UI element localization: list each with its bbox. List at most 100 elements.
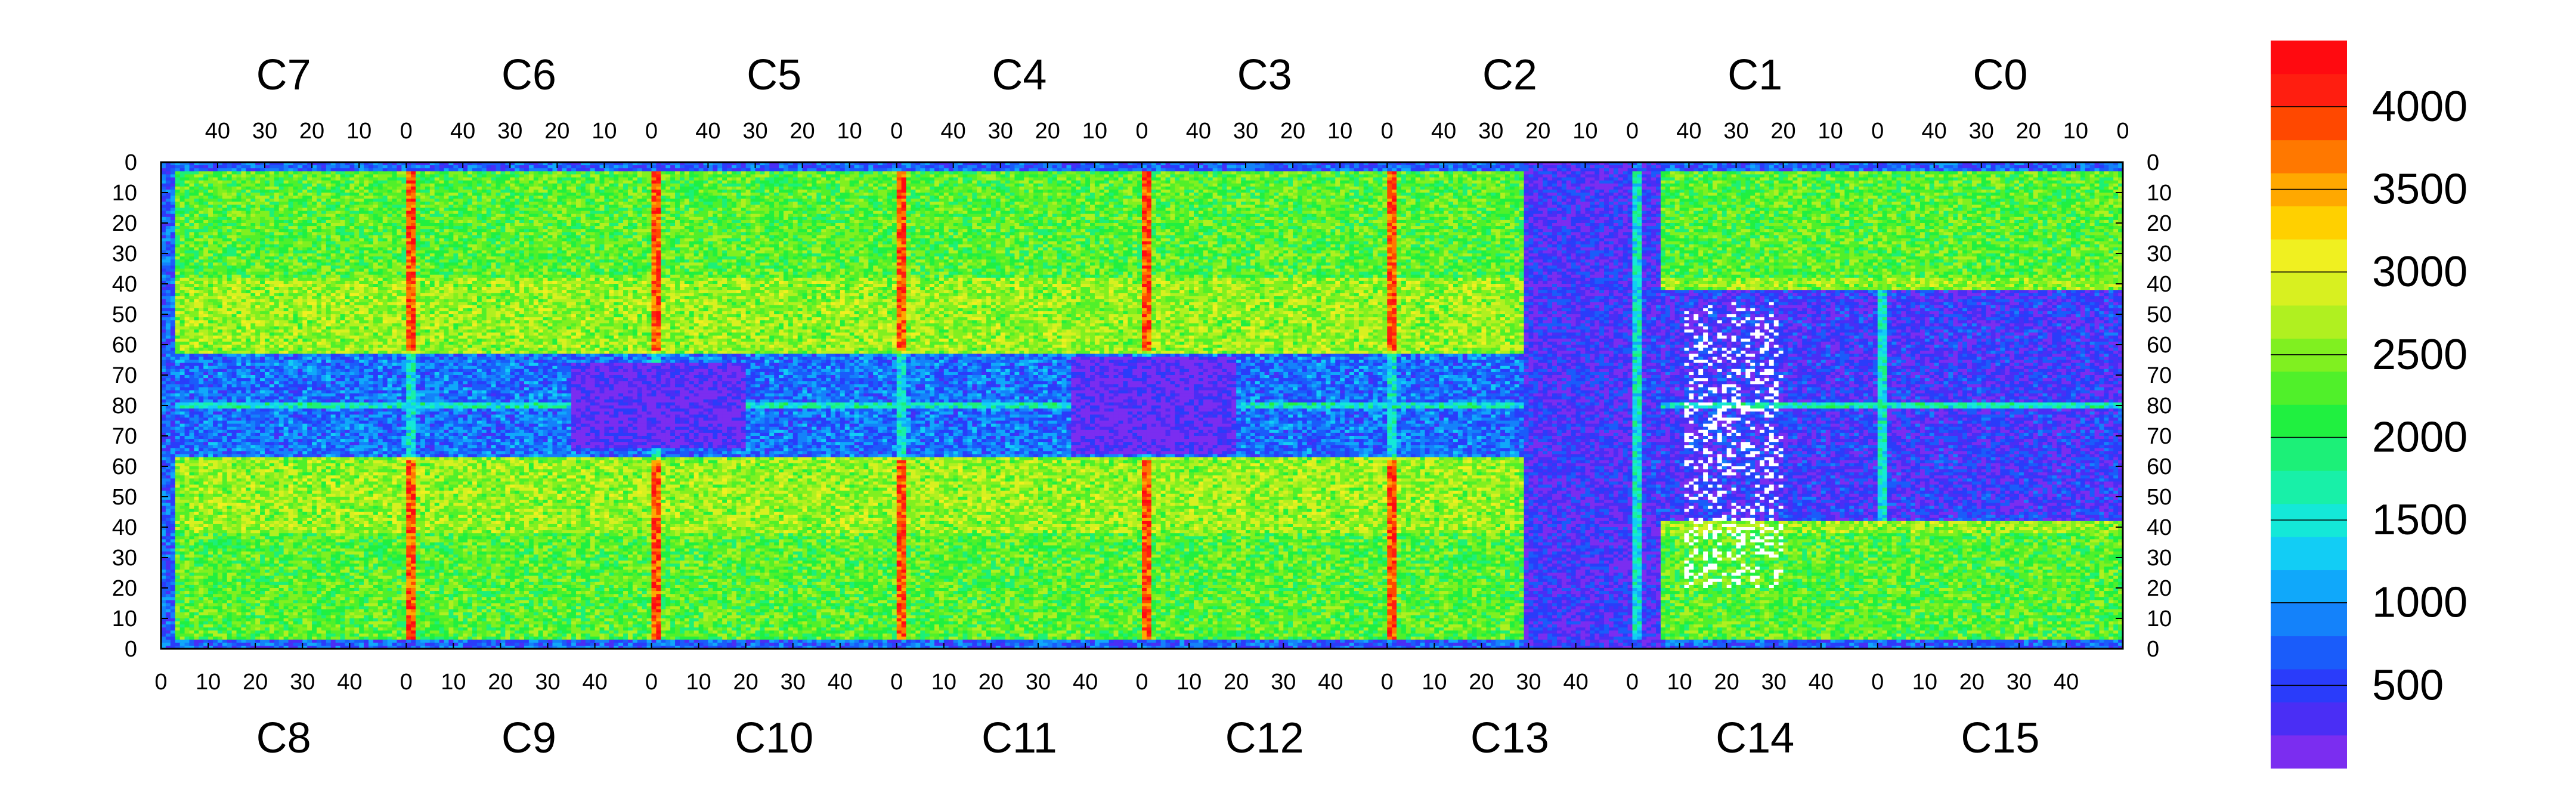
heatmap-cell xyxy=(317,284,322,287)
heatmap-cell xyxy=(185,247,190,251)
heatmap-cell xyxy=(331,299,336,303)
heatmap-cell xyxy=(307,232,312,236)
heatmap-cell xyxy=(392,278,398,281)
heatmap-cell xyxy=(302,290,308,293)
heatmap-cell xyxy=(349,202,355,205)
heatmap-cell xyxy=(336,229,341,233)
heatmap-cell xyxy=(289,174,294,178)
heatmap-cell xyxy=(255,275,261,278)
heatmap-cell xyxy=(208,178,213,181)
heatmap-cell xyxy=(401,244,407,248)
heatmap-cell xyxy=(326,262,332,266)
heatmap-cell xyxy=(289,205,294,208)
heatmap-cell xyxy=(336,168,341,172)
heatmap-cell xyxy=(364,250,369,254)
heatmap-cell xyxy=(326,278,332,281)
heatmap-cell xyxy=(349,217,355,221)
heatmap-cell xyxy=(270,299,275,303)
heatmap-cell xyxy=(293,290,298,293)
heatmap-cell xyxy=(189,187,194,190)
heatmap-cell xyxy=(298,171,303,175)
heatmap-cell xyxy=(222,226,228,230)
heatmap-cell xyxy=(203,199,209,202)
heatmap-cell xyxy=(312,244,317,248)
heatmap-cell xyxy=(317,239,322,242)
heatmap-cell xyxy=(317,223,322,227)
heatmap-cell xyxy=(194,287,199,290)
heatmap-cell xyxy=(326,214,332,218)
heatmap-cell xyxy=(321,239,327,242)
heatmap-cell xyxy=(331,196,336,199)
heatmap-cell xyxy=(392,242,398,245)
heatmap-cell xyxy=(378,265,383,269)
heatmap-cell xyxy=(298,217,303,221)
heatmap-cell xyxy=(241,181,246,184)
heatmap-cell xyxy=(378,281,383,284)
heatmap-cell xyxy=(265,168,270,172)
heatmap-cell xyxy=(289,284,294,287)
heatmap-cell xyxy=(378,165,383,169)
heatmap-cell xyxy=(397,239,402,242)
heatmap-cell xyxy=(378,253,383,257)
heatmap-cell xyxy=(175,281,181,284)
heatmap-cell xyxy=(378,239,383,242)
heatmap-cell xyxy=(354,272,360,275)
heatmap-cell xyxy=(232,165,237,169)
heatmap-cell xyxy=(359,299,364,303)
heatmap-cell xyxy=(392,223,398,227)
heatmap-cell xyxy=(227,293,233,296)
heatmap-cell xyxy=(171,299,176,303)
heatmap-cell xyxy=(279,168,284,172)
heatmap-cell xyxy=(189,281,194,284)
heatmap-cell xyxy=(255,174,261,178)
heatmap-cell xyxy=(237,193,242,196)
heatmap-cell xyxy=(364,184,369,187)
heatmap-cell xyxy=(241,214,246,218)
heatmap-cell xyxy=(222,205,228,208)
heatmap-cell xyxy=(218,217,223,221)
heatmap-cell xyxy=(171,208,176,212)
heatmap-cell xyxy=(222,293,228,296)
heatmap-cell xyxy=(265,275,270,278)
heatmap-cell xyxy=(364,208,369,212)
heatmap-cell xyxy=(345,181,350,184)
heatmap-cell xyxy=(289,181,294,184)
heatmap-cell xyxy=(194,278,199,281)
heatmap-cell xyxy=(166,235,171,239)
heatmap-cell xyxy=(185,211,190,215)
heatmap-cell xyxy=(349,265,355,269)
heatmap-cell xyxy=(307,168,312,172)
heatmap-cell xyxy=(189,256,194,260)
heatmap-cell xyxy=(232,262,237,266)
heatmap-cell xyxy=(185,232,190,236)
heatmap-cell xyxy=(246,208,251,212)
heatmap-cell xyxy=(349,239,355,242)
heatmap-cell xyxy=(232,284,237,287)
heatmap-cell xyxy=(354,287,360,290)
heatmap-cell xyxy=(345,256,350,260)
heatmap-cell xyxy=(284,214,289,218)
heatmap-cell xyxy=(369,305,374,309)
heatmap-cell xyxy=(218,262,223,266)
heatmap-cell xyxy=(194,171,199,175)
heatmap-cell xyxy=(180,168,185,172)
heatmap-cell xyxy=(345,232,350,236)
heatmap-cell xyxy=(317,287,322,290)
heatmap-cell xyxy=(354,217,360,221)
heatmap-cell xyxy=(270,214,275,218)
heatmap-cell xyxy=(185,174,190,178)
heatmap-cell xyxy=(213,184,218,187)
heatmap-cell xyxy=(298,287,303,290)
heatmap-cell xyxy=(222,278,228,281)
heatmap-cell xyxy=(199,232,204,236)
heatmap-cell xyxy=(180,193,185,196)
heatmap-cell xyxy=(250,296,256,299)
heatmap-cell xyxy=(185,305,190,309)
heatmap-cell xyxy=(340,184,346,187)
heatmap-cell xyxy=(298,290,303,293)
heatmap-cell xyxy=(289,272,294,275)
heatmap-cell xyxy=(265,293,270,296)
heatmap-cell xyxy=(274,196,280,199)
heatmap-cell xyxy=(345,299,350,303)
heatmap-cell xyxy=(237,275,242,278)
